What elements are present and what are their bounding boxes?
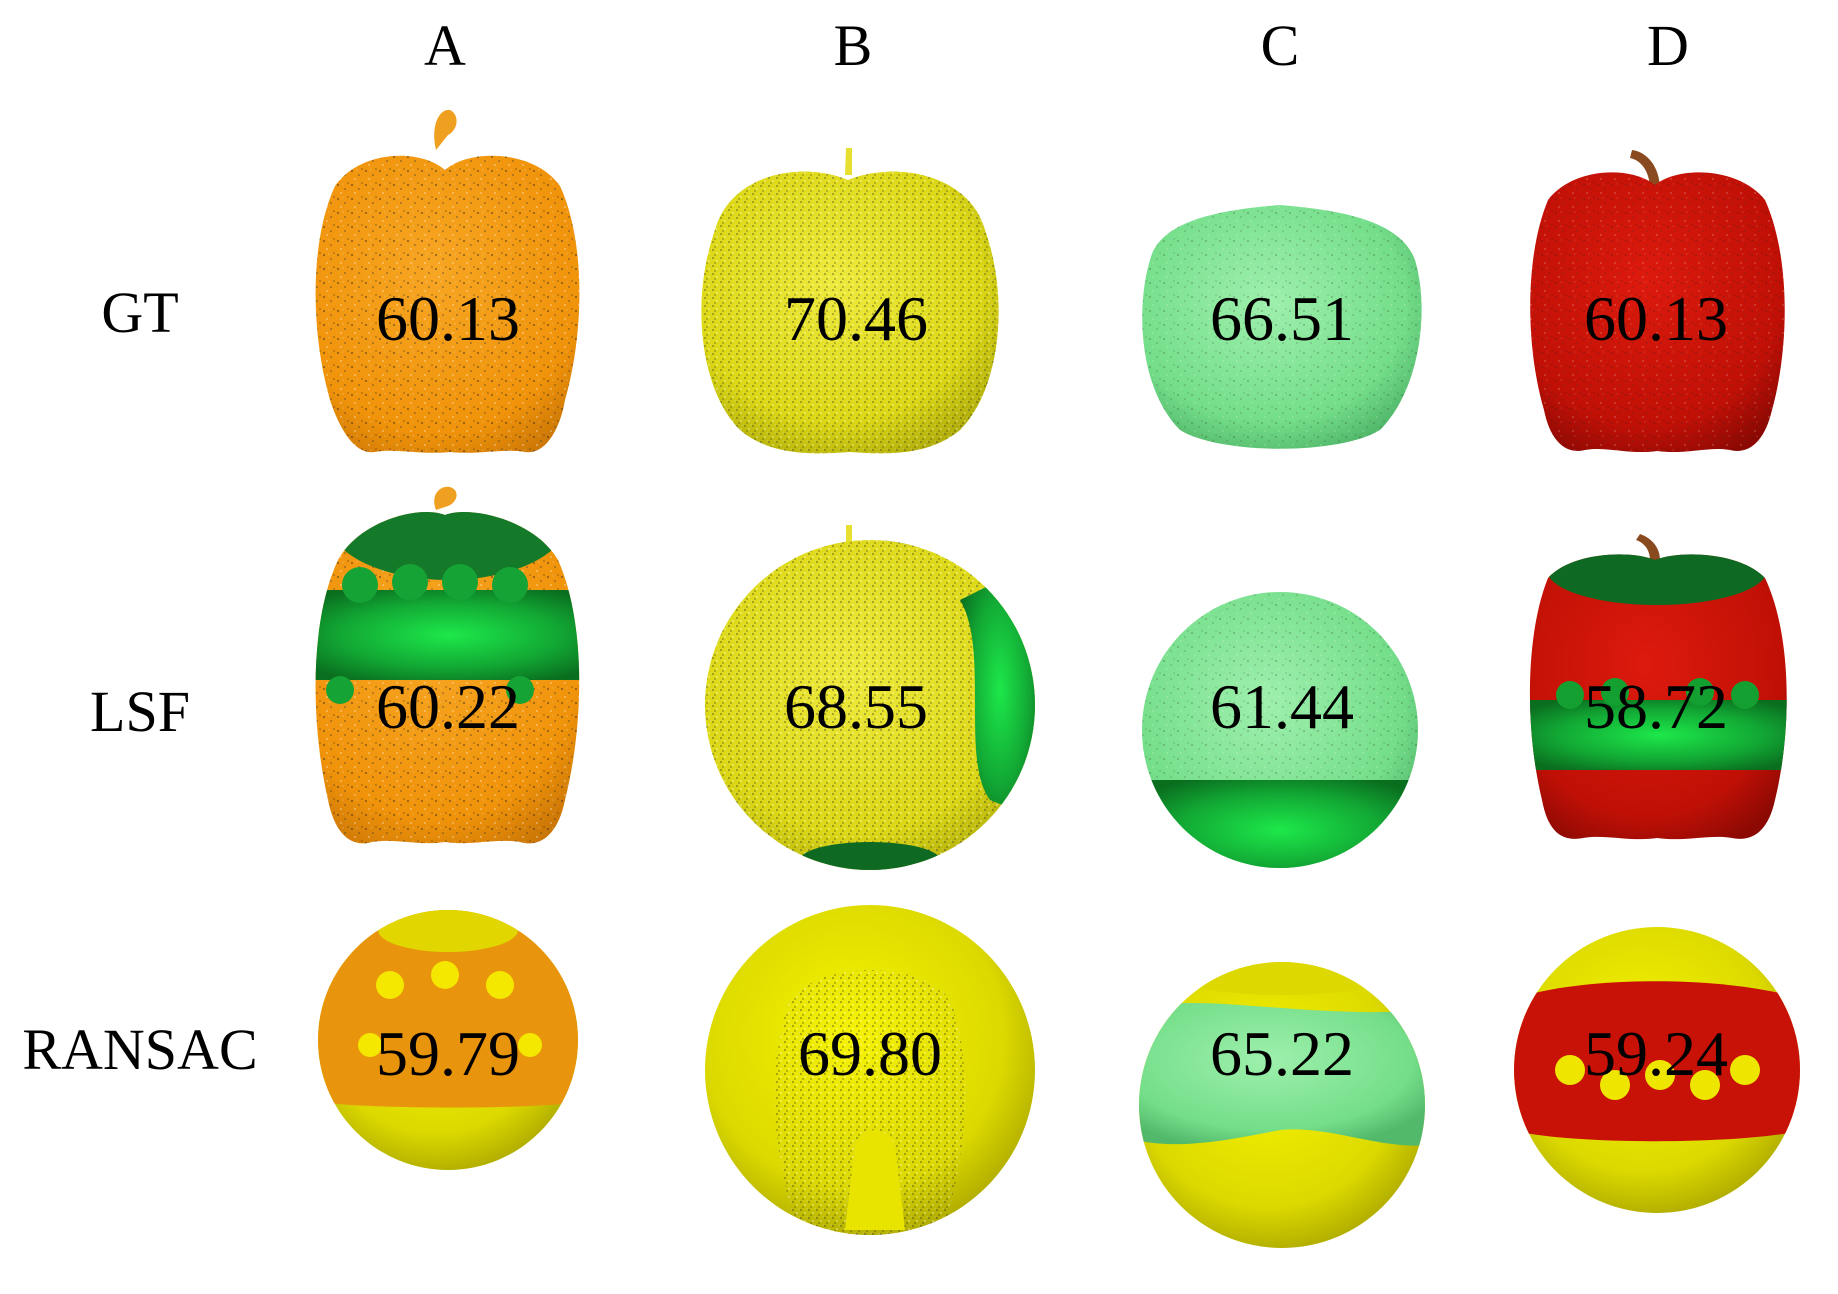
apple-ransac-c — [1139, 962, 1425, 1248]
apple-lsf-a — [315, 486, 580, 844]
row-label-gt: GT — [101, 280, 179, 345]
row-label-ransac: RANSAC — [22, 1017, 258, 1082]
apple-gt-c — [1142, 205, 1422, 449]
column-label-d: D — [1647, 13, 1689, 78]
value-lsf-a: 60.22 — [376, 671, 520, 742]
value-ransac-a: 59.79 — [376, 1018, 520, 1089]
value-gt-b: 70.46 — [784, 283, 928, 354]
apple-ransac-d — [1514, 927, 1800, 1213]
apple-gt-a — [315, 109, 580, 453]
value-ransac-c: 65.22 — [1210, 1018, 1354, 1089]
apple-ransac-a — [318, 910, 578, 1170]
value-gt-a: 60.13 — [376, 283, 520, 354]
value-lsf-d: 58.72 — [1584, 671, 1728, 742]
value-ransac-d: 59.24 — [1584, 1018, 1728, 1089]
column-label-a: A — [424, 13, 466, 78]
value-lsf-c: 61.44 — [1210, 671, 1354, 742]
apple-ransac-b — [705, 905, 1035, 1235]
column-label-b: B — [833, 13, 873, 78]
apple-gt-b — [701, 148, 999, 454]
value-gt-d: 60.13 — [1584, 283, 1728, 354]
apple-lsf-d — [1529, 534, 1787, 840]
value-ransac-b: 69.80 — [798, 1018, 942, 1089]
apple-gt-d — [1530, 150, 1785, 453]
row-label-lsf: LSF — [90, 679, 190, 744]
column-label-c: C — [1260, 13, 1300, 78]
value-lsf-b: 68.55 — [784, 671, 928, 742]
value-gt-c: 66.51 — [1210, 283, 1354, 354]
